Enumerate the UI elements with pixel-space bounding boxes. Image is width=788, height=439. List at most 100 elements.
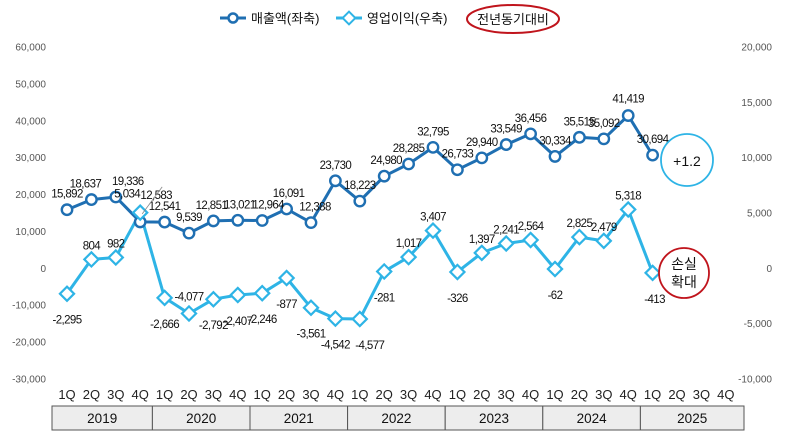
revenue-data-label: 24,980 — [370, 155, 402, 167]
revenue-point — [206, 214, 220, 228]
quarter-tick-label: 3Q — [498, 387, 515, 402]
profit-point — [643, 264, 662, 282]
revenue-point — [548, 150, 562, 163]
left-tick-label: 0 — [40, 264, 46, 275]
profit-data-label: -2,792 — [199, 320, 228, 332]
revenue-data-label: 18,637 — [70, 179, 102, 191]
year-band — [347, 405, 446, 431]
left-tick-label: -30,000 — [12, 375, 46, 386]
profit-point — [595, 232, 613, 250]
quarter-tick-label: 3Q — [107, 387, 124, 402]
revenue-point — [450, 163, 464, 177]
revenue-data-label: 28,285 — [393, 143, 425, 155]
revenue-data-label: 26,733 — [442, 149, 474, 161]
year-band — [151, 405, 251, 431]
left-tick-label: 50,000 — [15, 79, 46, 90]
year-band — [639, 405, 745, 431]
annotation-loss: 손실 확대 — [658, 247, 710, 299]
revenue-data-label: 35,092 — [588, 118, 620, 130]
quarter-tick-label: 3Q — [595, 387, 612, 402]
profit-data-label: -326 — [447, 293, 468, 305]
profit-data-label: -62 — [548, 290, 563, 302]
profit-point — [570, 228, 589, 246]
quarter-tick-label: 2Q — [376, 387, 393, 402]
revenue-data-label: 15,892 — [51, 189, 83, 201]
revenue-data-label: 12,388 — [299, 202, 331, 214]
left-tick-label: 30,000 — [15, 153, 46, 164]
profit-point — [204, 290, 223, 308]
profit-data-label: 5,318 — [615, 190, 641, 202]
revenue-point — [158, 215, 172, 229]
revenue-point — [402, 157, 415, 171]
profit-data-label: -2,666 — [150, 319, 179, 331]
revenue-point — [646, 148, 659, 162]
quarter-tick-label: 3Q — [205, 387, 222, 402]
profit-data-label: 5,034 — [114, 189, 141, 201]
left-tick-label: -20,000 — [12, 338, 46, 349]
revenue-point — [109, 190, 123, 204]
quarter-tick-label: 1Q — [254, 387, 271, 402]
left-tick-label: 20,000 — [15, 190, 46, 201]
legend-profit-label: 영업이익(우축) — [367, 11, 447, 26]
quarter-tick-label: 2Q — [571, 387, 588, 402]
profit-line — [65, 208, 654, 321]
year-label: 2020 — [186, 411, 216, 426]
profit-point — [131, 203, 149, 222]
right-axis-ticks: 20,000 15,000 10,000 5,000 0 -5,000 -10,000 — [738, 43, 772, 386]
legend: 매출액(좌축) 영업이익(우축) 전년동기대비 — [220, 4, 560, 34]
left-axis-ticks: 60,000 50,000 40,000 30,000 20,000 10,000 0 -10… — [12, 43, 46, 386]
annotation-revenue-yoy: +1.2 — [660, 133, 714, 187]
revenue-point — [255, 214, 269, 227]
profit-point — [82, 250, 101, 269]
quarter-tick-label: 1Q — [58, 387, 75, 402]
revenue-point — [60, 203, 74, 217]
profit-data-label: -877 — [276, 299, 297, 311]
quarter-tick-label: 2Q — [668, 387, 685, 402]
profit-data-label: 1,017 — [396, 238, 422, 250]
revenue-data-label: 33,549 — [490, 124, 522, 136]
profit-data-label: -3,561 — [296, 329, 325, 341]
revenue-point — [573, 130, 586, 144]
revenue-point — [280, 202, 293, 216]
series-markers — [58, 109, 662, 328]
quarter-tick-label: 1Q — [546, 387, 563, 402]
profit-data-label: -413 — [644, 294, 665, 306]
revenue-data-label: 16,091 — [273, 188, 305, 200]
right-tick-label: 10,000 — [741, 153, 772, 164]
revenue-data-label: 18,223 — [344, 180, 376, 192]
profit-point — [399, 248, 418, 266]
revenue-point — [377, 169, 391, 183]
profit-point — [302, 299, 320, 317]
year-label: 2025 — [677, 411, 707, 426]
quarter-tick-label: 1Q — [449, 387, 466, 402]
quarter-tick-label: 3Q — [302, 387, 319, 402]
quarter-tick-label: 4Q — [229, 387, 246, 402]
profit-point — [155, 289, 174, 307]
label-leader-line — [141, 186, 163, 215]
year-label: 2024 — [577, 411, 608, 426]
left-tick-label: 10,000 — [15, 227, 46, 238]
quarter-tick-label: 3Q — [400, 387, 417, 402]
quarter-tick-label: 4Q — [522, 387, 539, 402]
profit-point — [546, 260, 564, 278]
profit-data-label: 982 — [107, 238, 125, 250]
annotation-loss-line2: 확대 — [671, 274, 697, 290]
revenue-data-label: 19,336 — [112, 176, 144, 188]
legend-revenue-marker — [227, 12, 239, 24]
revenue-data-label: 12,851 — [196, 200, 228, 212]
revenue-data-label: 12,964 — [252, 200, 285, 212]
quarter-tick-label: 2Q — [278, 387, 295, 402]
revenue-point — [426, 140, 440, 154]
year-band — [249, 405, 349, 431]
revenue-data-label: 30,694 — [637, 134, 670, 146]
year-label: 2023 — [479, 411, 509, 426]
revenue-point — [597, 132, 611, 146]
profit-point — [448, 263, 467, 281]
revenue-point — [621, 109, 635, 122]
revenue-point — [328, 174, 342, 188]
legend-profit-marker — [341, 10, 357, 26]
profit-data-label: -2,407 — [223, 316, 252, 328]
yoy-label: 전년동기대비 — [477, 12, 549, 27]
revenue-point — [182, 226, 196, 240]
profit-point — [229, 286, 247, 304]
